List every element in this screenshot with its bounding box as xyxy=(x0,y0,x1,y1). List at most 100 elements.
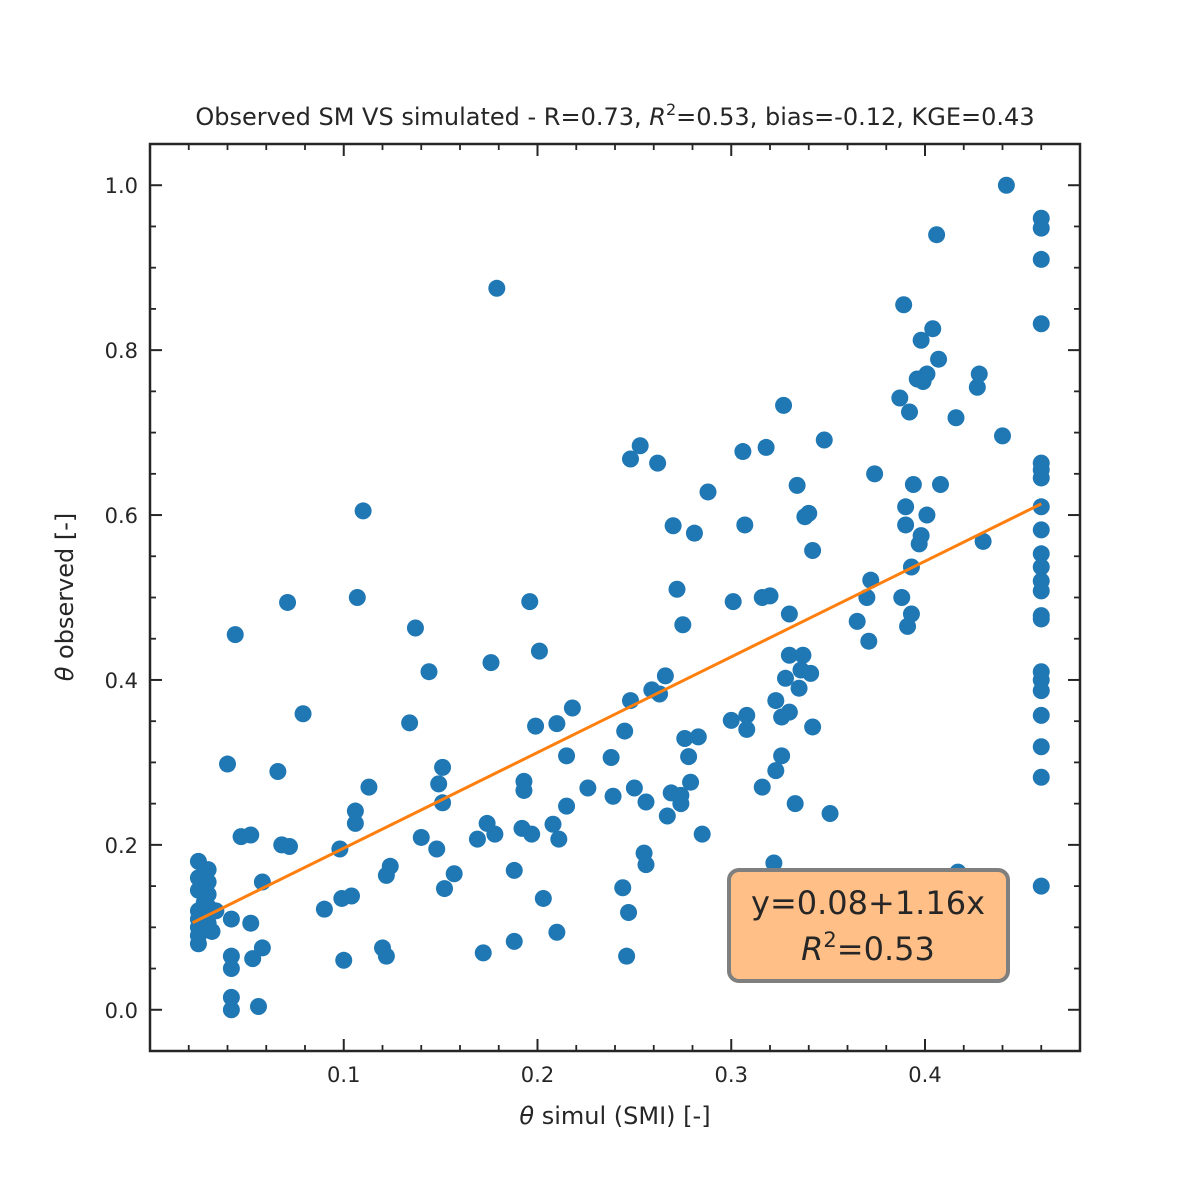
scatter-points xyxy=(189,176,1050,1019)
data-point xyxy=(912,527,930,545)
data-point xyxy=(656,667,674,685)
data-point xyxy=(680,748,698,766)
data-point xyxy=(947,409,965,427)
data-point xyxy=(250,997,267,1015)
data-point xyxy=(804,542,822,560)
data-point xyxy=(912,331,930,349)
data-point xyxy=(788,476,806,494)
data-point xyxy=(279,593,297,611)
data-point xyxy=(1032,582,1050,600)
data-point xyxy=(1032,469,1050,487)
data-point xyxy=(521,593,539,611)
data-point xyxy=(360,778,378,796)
data-point xyxy=(1032,219,1050,237)
data-point xyxy=(1032,315,1050,333)
fit-annotation: y=0.08+1.16x R2=0.53 xyxy=(727,868,1010,983)
x-tick-label: 0.1 xyxy=(327,1063,360,1087)
data-point xyxy=(930,350,948,368)
y-axis-label: θ observed [-] xyxy=(51,513,79,682)
data-point xyxy=(738,706,756,724)
data-point xyxy=(928,226,946,244)
data-point xyxy=(918,365,936,383)
regression-line xyxy=(191,502,1042,925)
data-point xyxy=(488,279,506,297)
x-axis-label: θ simul (SMI) [-] xyxy=(519,1102,710,1130)
data-point xyxy=(523,825,541,843)
data-point xyxy=(346,802,364,820)
data-point xyxy=(689,728,707,746)
data-point xyxy=(736,516,754,534)
annotation-equation: y=0.08+1.16x xyxy=(751,884,985,922)
data-point xyxy=(897,498,915,516)
data-point xyxy=(773,747,791,765)
data-point xyxy=(406,619,424,637)
axis-ticks xyxy=(150,144,1080,1051)
data-point xyxy=(1032,521,1050,539)
data-point xyxy=(505,932,523,950)
data-point xyxy=(777,669,794,687)
data-point xyxy=(445,865,463,883)
y-tick-label: 0.0 xyxy=(105,999,138,1023)
data-point xyxy=(222,988,240,1006)
data-point xyxy=(672,795,690,813)
data-point xyxy=(222,910,240,928)
x-tick-label: 0.4 xyxy=(908,1063,941,1087)
data-point xyxy=(401,714,419,732)
data-point xyxy=(897,516,915,534)
y-tick-label: 0.8 xyxy=(105,339,138,363)
data-point xyxy=(724,593,742,611)
data-point xyxy=(924,320,942,338)
data-point xyxy=(527,717,545,735)
data-point xyxy=(468,830,486,848)
data-point xyxy=(544,815,562,833)
data-point xyxy=(604,787,622,805)
data-point xyxy=(381,857,399,875)
data-point xyxy=(1032,682,1050,700)
data-point xyxy=(676,729,694,747)
data-point xyxy=(895,296,913,314)
data-point xyxy=(765,854,783,872)
data-point xyxy=(693,825,711,843)
data-point xyxy=(579,779,597,797)
data-point xyxy=(1032,738,1050,756)
data-point xyxy=(534,889,552,907)
data-point xyxy=(802,664,820,682)
data-point xyxy=(242,826,260,844)
data-point xyxy=(994,427,1011,445)
data-point xyxy=(761,587,779,605)
data-point xyxy=(902,605,920,623)
data-point xyxy=(800,504,818,522)
data-point xyxy=(658,807,676,825)
data-point xyxy=(685,524,703,542)
data-point xyxy=(767,762,785,780)
data-point xyxy=(1032,610,1050,628)
data-point xyxy=(348,589,366,606)
data-point xyxy=(786,795,804,813)
data-point xyxy=(1032,706,1050,724)
data-point xyxy=(620,903,638,921)
data-point xyxy=(1032,558,1050,576)
data-point xyxy=(664,517,682,535)
data-point xyxy=(281,838,298,856)
data-point xyxy=(904,476,922,494)
data-point xyxy=(199,885,217,903)
data-point xyxy=(222,960,240,978)
data-point xyxy=(860,632,878,650)
data-point xyxy=(618,947,636,965)
data-point xyxy=(222,1001,240,1019)
data-point xyxy=(434,758,452,776)
tick-labels: 0.1 0.2 0.3 0.4 0.0 0.2 0.4 0.6 0.8 1.0 xyxy=(105,174,942,1087)
data-point xyxy=(558,797,576,815)
data-point xyxy=(821,805,839,823)
data-point xyxy=(420,663,438,681)
data-point xyxy=(346,814,364,832)
data-point xyxy=(203,922,221,940)
data-point xyxy=(622,450,639,468)
data-point xyxy=(699,483,717,501)
data-point xyxy=(430,775,448,793)
data-point xyxy=(315,900,333,918)
y-tick-label: 0.2 xyxy=(105,834,138,858)
data-point xyxy=(1032,877,1050,895)
data-point xyxy=(563,699,581,717)
